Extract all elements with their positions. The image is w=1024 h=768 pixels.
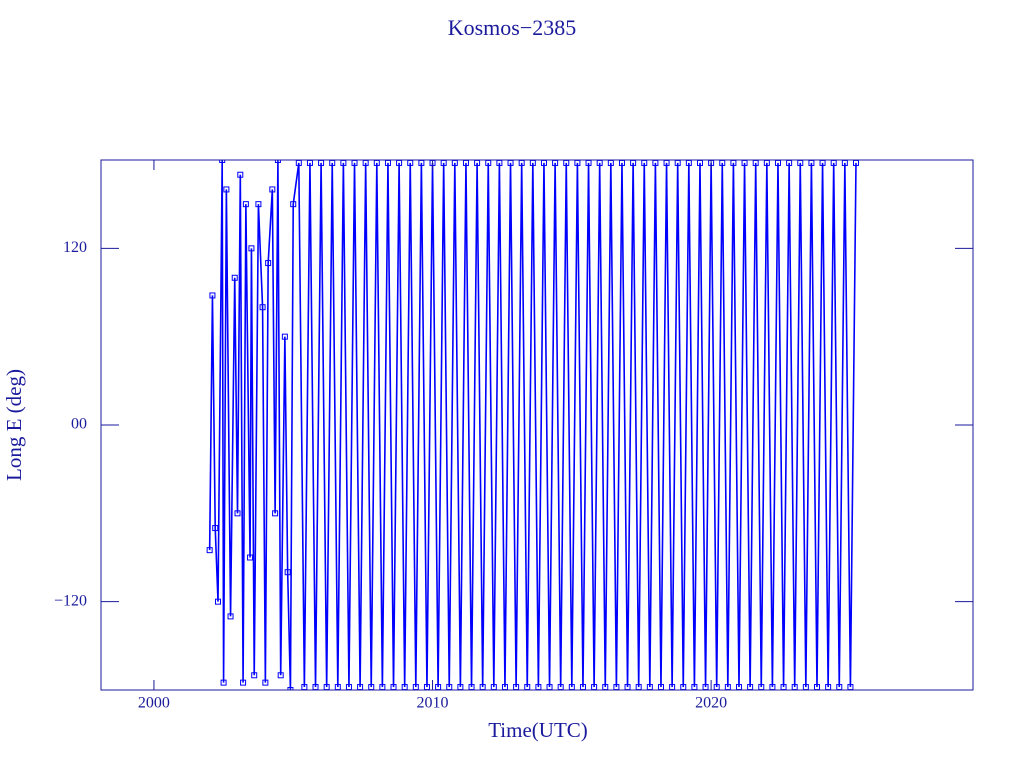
data-point	[277, 672, 284, 679]
data-point	[265, 260, 272, 267]
chart-title: Kosmos−2385	[448, 15, 577, 40]
y-tick-label: 120	[63, 239, 87, 256]
data-point	[234, 510, 241, 517]
data-point	[220, 679, 227, 686]
data-point	[248, 245, 255, 252]
y-tick-label: −120	[54, 592, 87, 609]
data-point	[259, 304, 266, 311]
data-point	[240, 679, 247, 686]
data-point	[212, 525, 219, 532]
x-tick-label: 2010	[417, 695, 449, 712]
y-tick-label: 00	[71, 416, 87, 433]
data-point	[287, 687, 294, 690]
data-point	[262, 679, 269, 686]
data-point	[269, 186, 276, 193]
data-point	[247, 554, 254, 561]
data-point	[209, 292, 216, 299]
data-point	[251, 672, 258, 679]
data-point	[281, 333, 288, 340]
x-axis-label: Time(UTC)	[488, 718, 588, 742]
data-point	[231, 274, 238, 281]
data-point	[272, 510, 279, 517]
x-tick-label: 2020	[695, 695, 727, 712]
data-point	[242, 201, 249, 208]
y-axis-label: Long E (deg)	[2, 369, 26, 481]
data-point	[255, 201, 262, 208]
data-point	[206, 547, 213, 554]
x-tick-label: 2000	[138, 695, 170, 712]
data-point	[219, 160, 226, 163]
data-point	[290, 201, 297, 208]
data-point	[274, 160, 281, 163]
data-point	[284, 569, 291, 576]
data-point	[223, 186, 230, 193]
data-point	[227, 613, 234, 620]
data-line	[208, 160, 857, 690]
data-point	[215, 598, 222, 605]
data-point	[237, 171, 244, 178]
